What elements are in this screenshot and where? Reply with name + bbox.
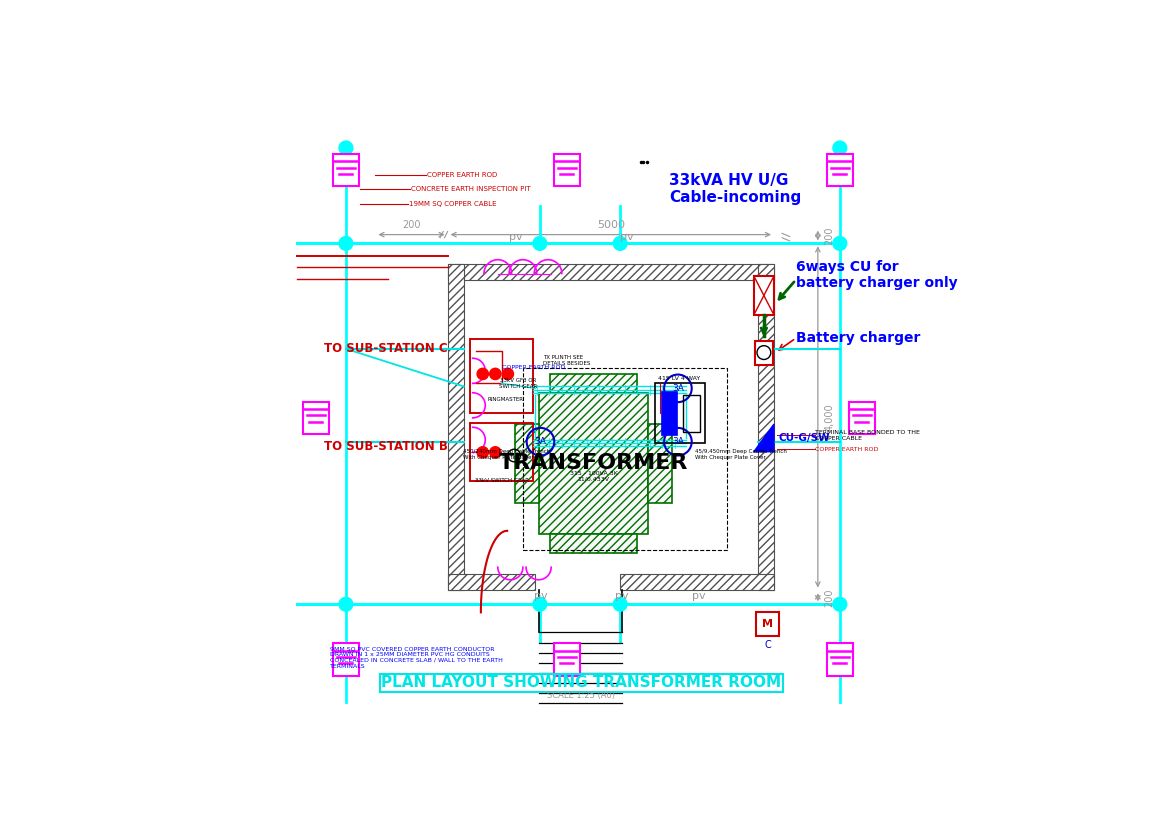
Text: pv: pv: [692, 591, 706, 601]
Text: 3A: 3A: [672, 384, 684, 393]
Text: 5000: 5000: [597, 220, 625, 230]
Bar: [758, 264, 774, 590]
Text: 315 - 100VA 3K
11/0.433V: 315 - 100VA 3K 11/0.433V: [569, 470, 618, 482]
Bar: [550, 374, 638, 393]
Text: 415 LV 4 WAY: 415 LV 4 WAY: [658, 377, 700, 381]
Bar: [538, 393, 648, 534]
Text: 4,000: 4,000: [825, 403, 834, 431]
Text: 200: 200: [403, 220, 422, 230]
Circle shape: [477, 368, 489, 380]
Bar: [448, 574, 536, 590]
Text: TRANSFORMER: TRANSFORMER: [499, 453, 688, 473]
Bar: [470, 339, 532, 413]
Bar: [827, 154, 852, 186]
Text: TO SUB-STATION C: TO SUB-STATION C: [323, 342, 448, 355]
Circle shape: [340, 141, 352, 155]
Text: CU-G/SW: CU-G/SW: [778, 433, 830, 443]
Text: COPPER EARTH ROD: COPPER EARTH ROD: [502, 364, 566, 369]
Text: 3A: 3A: [535, 437, 546, 446]
Circle shape: [613, 597, 627, 611]
Text: CONCRETE EARTH INSPECTION PIT: CONCRETE EARTH INSPECTION PIT: [411, 187, 531, 192]
Circle shape: [490, 447, 501, 458]
Circle shape: [477, 447, 489, 458]
Bar: [333, 154, 359, 186]
Text: 6ways CU for
battery charger only: 6ways CU for battery charger only: [796, 260, 957, 290]
Text: TERMINAL BASE BONDED TO THE
COPPER CABLE: TERMINAL BASE BONDED TO THE COPPER CABLE: [814, 430, 919, 441]
Bar: [523, 368, 726, 549]
Bar: [553, 643, 580, 676]
Text: COPPER EARTH ROD: COPPER EARTH ROD: [427, 172, 497, 178]
Bar: [550, 534, 638, 553]
Circle shape: [532, 236, 546, 250]
Bar: [849, 402, 874, 434]
Bar: [648, 424, 672, 503]
Text: pv: pv: [619, 232, 633, 242]
Text: pv: pv: [508, 232, 522, 242]
Text: SCALE 1:25 (A0): SCALE 1:25 (A0): [547, 691, 616, 700]
Text: 200: 200: [825, 588, 834, 606]
Bar: [448, 264, 464, 590]
Bar: [754, 276, 774, 315]
Circle shape: [613, 236, 627, 250]
Text: 9MM SQ PVC COVERED COPPER EARTH CONDUCTOR
DRAWN IN 1 x 25MM DIAMETER PVC HG COND: 9MM SQ PVC COVERED COPPER EARTH CONDUCTO…: [330, 646, 504, 668]
Bar: [755, 341, 773, 364]
Text: RINGMASTER: RINGMASTER: [487, 397, 524, 402]
Bar: [620, 574, 774, 590]
Text: 450/240mm Deep Cable Trench
With Chequer Plate Cover: 450/240mm Deep Cable Trench With Chequer…: [463, 449, 551, 460]
Bar: [827, 643, 852, 676]
Bar: [470, 423, 532, 481]
Circle shape: [532, 597, 546, 611]
Text: pv: pv: [616, 591, 628, 601]
Text: TX PLINTH SEE
DETAILS BESIDES: TX PLINTH SEE DETAILS BESIDES: [543, 355, 590, 366]
Bar: [683, 395, 700, 432]
Bar: [303, 402, 329, 434]
Bar: [553, 154, 580, 186]
Polygon shape: [754, 424, 774, 452]
Circle shape: [490, 368, 501, 380]
Text: 33kV GF3 OR
SWITCH GEAR: 33kV GF3 OR SWITCH GEAR: [499, 378, 537, 389]
Circle shape: [833, 597, 847, 611]
Text: M: M: [762, 619, 773, 629]
Circle shape: [833, 236, 847, 250]
Circle shape: [340, 236, 352, 250]
Bar: [515, 424, 538, 503]
Text: Battery charger: Battery charger: [796, 331, 921, 345]
Text: 200: 200: [825, 227, 834, 245]
Bar: [655, 383, 705, 443]
Bar: [448, 264, 774, 280]
Text: pv: pv: [534, 591, 547, 601]
Text: PLAN LAYOUT SHOWING TRANSFORMER ROOM: PLAN LAYOUT SHOWING TRANSFORMER ROOM: [381, 675, 781, 690]
Bar: [333, 643, 359, 676]
Text: 3A: 3A: [672, 437, 684, 446]
Text: 19MM SQ COPPER CABLE: 19MM SQ COPPER CABLE: [409, 200, 497, 207]
Bar: [661, 391, 677, 435]
Text: 45/9,450mm Deep Cables Trench
With Chequer Plate Cover: 45/9,450mm Deep Cables Trench With Chequ…: [695, 449, 788, 460]
Text: 33kV SWITCH GEAR: 33kV SWITCH GEAR: [475, 478, 529, 483]
Text: 33kVA HV U/G
Cable-incoming: 33kVA HV U/G Cable-incoming: [669, 173, 802, 205]
Bar: [757, 612, 778, 637]
Circle shape: [833, 141, 847, 155]
Text: TO SUB-STATION B: TO SUB-STATION B: [323, 439, 448, 452]
Circle shape: [502, 368, 514, 380]
Text: C: C: [765, 640, 772, 650]
Text: COPPER EARTH ROD: COPPER EARTH ROD: [814, 447, 878, 452]
Circle shape: [340, 597, 352, 611]
